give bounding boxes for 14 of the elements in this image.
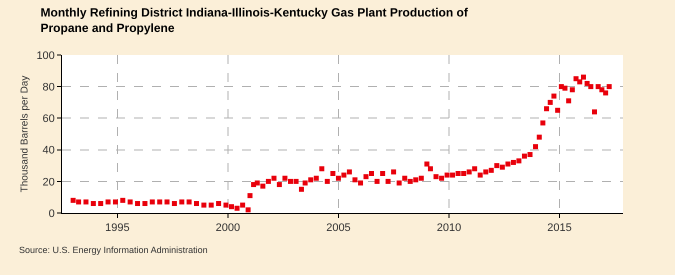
x-tick-label: 2015	[547, 222, 572, 234]
chart-title: Monthly Refining District Indiana-Illinois-Kentucky Gas Plant Production of Propane and Propylene	[40, 6, 469, 36]
y-tick-label: 20	[42, 176, 55, 188]
y-tick-label: 80	[42, 81, 55, 94]
x-tick-label: 2000	[216, 222, 240, 234]
y-tick-label: 100	[36, 50, 55, 62]
x-tick-label: 2010	[436, 222, 462, 234]
source-note: Source: U.S. Energy Information Administration	[19, 245, 208, 255]
x-tick-label: 1995	[105, 222, 130, 234]
y-axis-title: Thousand Barrels per Day	[19, 76, 30, 192]
x-tick-label: 2005	[326, 222, 351, 234]
y-tick-label: 0	[48, 208, 55, 220]
y-tick-label: 40	[42, 144, 55, 157]
y-tick-label: 60	[42, 113, 55, 126]
